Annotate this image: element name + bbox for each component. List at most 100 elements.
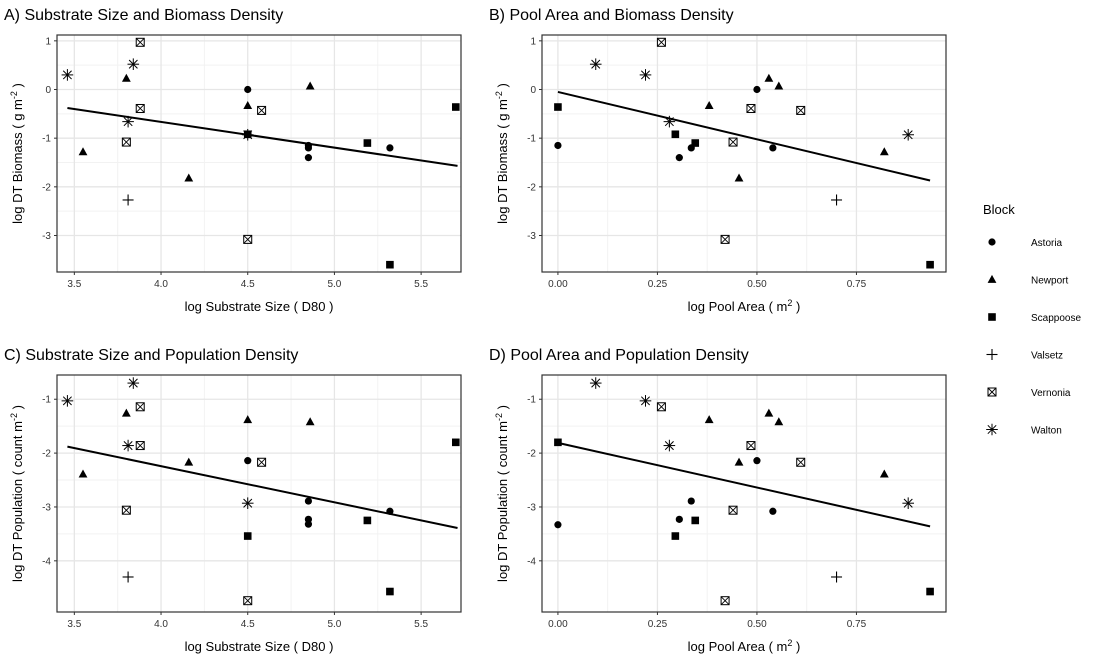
x-tick-label: 5.0 [327,619,341,630]
box-diag-b [135,104,145,113]
point-walton [122,115,134,128]
y-tick-label: 0 [530,85,536,96]
point-vernonia [796,457,806,467]
box-diag-b [728,137,738,147]
point-walton [663,439,676,452]
point-vernonia [135,103,145,113]
legend-label: Walton [1031,426,1062,437]
point-scappoose [554,438,562,447]
panel-a: 3.5 4.0 4.5 5.0 5.5 -3 -2 -1 0 1 A) Substrate Size… [4,7,462,314]
box-outline [728,137,738,147]
point-scappoose [363,139,372,147]
point-newport [734,173,744,182]
panel-background [57,35,461,272]
box-outline [135,441,145,451]
point-vernonia [243,234,253,244]
point-astoria [244,457,252,465]
y-tick-label: -1 [42,134,51,145]
star-d2 [62,396,72,406]
star-d2 [640,396,651,406]
x-tick-label: 4.5 [241,619,255,630]
point-scappoose [926,260,934,269]
legend-label: Vernonia [1031,388,1071,399]
y-axis-title: log DT Population ( count m-2 ) [9,405,25,582]
y-tick-label: -1 [527,395,536,406]
star-d2 [128,59,138,69]
box-diag-b [122,137,131,147]
point-vernonia [135,402,145,412]
data-points [61,377,460,606]
y-tick-label: -3 [527,502,536,513]
panel-title: A) Substrate Size and Biomass Density [4,7,283,24]
point-vernonia [257,457,267,467]
point-scappoose [363,516,372,525]
box-diag-b [657,402,666,412]
point-astoria [687,497,695,505]
point-walton [122,439,134,452]
legend-label: Valsetz [1031,351,1063,362]
point-vernonia [728,505,738,515]
x-tick-label: 0.50 [747,279,767,290]
star-d2 [591,59,601,69]
point-vernonia [728,137,738,147]
box-diag-b [987,387,997,397]
box-diag-b [135,402,145,412]
point-astoria [769,507,777,515]
y-tick-label: -3 [527,231,536,242]
box-diag-b [728,505,738,515]
x-tick-label: 0.00 [548,279,568,290]
legend-key-valsetz [986,349,998,360]
legend-item-newport: Newport [987,274,1068,287]
major-grid [57,375,461,612]
legend-key-walton [986,423,998,436]
box-diag-b [720,596,730,606]
point-walton [127,58,140,70]
x-tick-label: 4.0 [154,619,168,630]
legend-item-scappoose: Scappoose [988,313,1081,324]
box-outline [656,402,666,412]
point-scappoose [386,260,394,269]
legend-key-scappoose [988,313,996,321]
point-astoria [386,144,394,152]
panel-c: 3.5 4.0 4.5 5.0 5.5 -4 -3 -2 -1 C) Substrate Size… [4,347,462,654]
legend-key-newport [987,274,997,283]
panel-border [541,34,947,273]
y-tick-label: -3 [42,502,51,513]
star-d2 [123,117,133,127]
point-newport [243,100,253,109]
point-vernonia [746,103,756,113]
star-d2 [903,130,913,140]
point-scappoose [926,587,934,596]
x-tick-label: 0.00 [548,619,568,630]
box-outline [796,457,806,467]
point-newport [184,173,194,182]
point-newport [121,73,131,82]
x-tick-label: 0.75 [847,619,867,630]
point-astoria [675,154,683,162]
x-axis-ticks: 3.5 4.0 4.5 5.0 5.5 [67,612,429,630]
legend-label: Scappoose [1031,313,1081,324]
point-walton [61,395,74,407]
y-axis-title: log DT Population ( count m-2 ) [494,405,510,582]
y-tick-label: -1 [527,134,536,145]
minor-grid [57,375,461,612]
trend-line [557,441,931,528]
point-newport [243,415,253,424]
point-scappoose [451,438,460,447]
x-tick-label: 5.5 [414,279,428,290]
point-valsetz [122,194,134,206]
point-newport [305,81,315,90]
y-tick-label: -2 [527,182,536,193]
point-vernonia [121,505,131,515]
point-scappoose [691,516,700,525]
x-tick-label: 4.5 [241,279,255,290]
legend-label: Newport [1031,276,1068,287]
point-vernonia [135,37,145,47]
x-axis-title: log Substrate Size ( D80 ) [185,299,334,314]
minor-grid [57,35,461,272]
star-d2 [591,378,601,388]
minor-grid [542,375,946,612]
box-outline [121,137,131,147]
box-outline [746,441,756,451]
x-axis-ticks: 0.00 0.25 0.50 0.75 [548,272,867,290]
